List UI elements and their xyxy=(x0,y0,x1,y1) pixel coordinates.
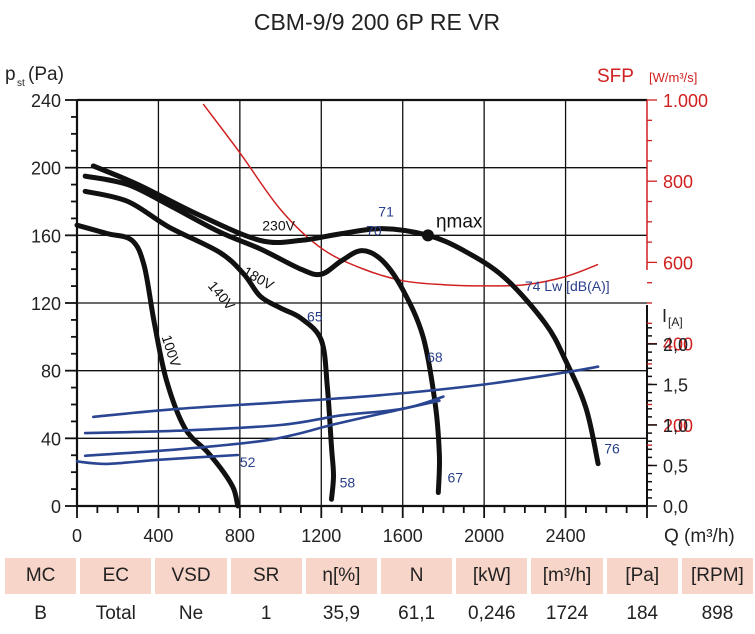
pressure-curves xyxy=(74,163,601,509)
y-tick-label: 80 xyxy=(41,362,61,382)
table-value-cell: 184 xyxy=(626,603,659,624)
noise-label: 76 xyxy=(604,441,620,457)
grid xyxy=(77,100,647,506)
sfp-layer xyxy=(202,103,599,287)
table-value-cell: 61,1 xyxy=(398,603,436,624)
table-value-cell: 35,9 xyxy=(322,603,360,624)
current-tick-label: 1,5 xyxy=(663,376,688,396)
current-tick-label: 2,0 xyxy=(663,335,688,355)
table-value-cell: 0,246 xyxy=(468,603,516,624)
y-tick-label: 0 xyxy=(51,497,61,517)
table-header-cell: SR xyxy=(230,558,302,594)
sfp-tick-label: 1.000 xyxy=(663,91,708,111)
current-tick-label: 0,5 xyxy=(663,457,688,477)
current-label: I xyxy=(662,306,667,326)
y-axis-label-unit: (Pa) xyxy=(28,64,64,85)
chart-title: CBM-9/9 200 6P RE VR xyxy=(254,9,500,35)
x-tick-label: 2400 xyxy=(546,526,586,546)
voltage-label: 180V xyxy=(240,263,277,294)
sfp-label: SFP xyxy=(597,66,634,87)
current-curves xyxy=(75,365,600,466)
table-header-cell: [RPM] xyxy=(681,558,754,594)
table-value-cell: 1 xyxy=(260,603,272,624)
current-curve-140V xyxy=(83,399,441,458)
table-value-cell: B xyxy=(34,603,47,624)
noise-label: 70 xyxy=(366,222,382,238)
x-tick-label: 0 xyxy=(72,526,82,546)
table-value-row: B Total Ne 1 35,9 61,1 0,246 1724 184 898 xyxy=(5,594,753,630)
table-header-row: MC EC VSD SR η[%] N [kW] [m³/h] [Pa] [RPM] xyxy=(5,558,754,594)
sfp-axis-label: SFP [W/m³/s] xyxy=(597,66,697,87)
table-value-cell: 898 xyxy=(701,603,734,624)
sfp-curve xyxy=(202,103,599,287)
noise-label: 68 xyxy=(427,349,443,365)
noise-label: 67 xyxy=(448,469,464,485)
current-unit: [A] xyxy=(668,315,683,329)
noise-label: 52 xyxy=(240,454,256,470)
x-axis-label: Q (m³/h) xyxy=(664,526,735,547)
y-tick-label: 120 xyxy=(31,294,61,314)
y-axis-label-sub: st xyxy=(17,78,25,89)
current-curve-230V xyxy=(91,365,600,419)
table-header-cell: [Pa] xyxy=(606,558,678,594)
table-header-cell: [m³/h] xyxy=(531,558,603,594)
y-axis-label-main: p xyxy=(5,64,16,85)
pressure-curve-140V xyxy=(82,188,337,502)
sfp-tick-label: 600 xyxy=(663,253,693,273)
x-tick-label: 1200 xyxy=(301,526,341,546)
y-tick-label: 160 xyxy=(31,226,61,246)
performance-table: MC EC VSD SR η[%] N [kW] [m³/h] [Pa] [RPM] B Total… xyxy=(5,558,754,630)
noise-label: 65 xyxy=(307,309,323,325)
eta-max-label: ηmax xyxy=(436,211,483,232)
pressure-curve-180V xyxy=(82,173,443,495)
y-tick-label: 40 xyxy=(41,429,61,449)
noise-label: 74 Lw [dB(A)] xyxy=(525,278,610,294)
x-tick-label: 1600 xyxy=(383,526,423,546)
table-header-cell: EC xyxy=(80,558,152,594)
table-value-cell: Total xyxy=(95,603,136,624)
curve-labels: 52 58 65 67 68 70 71 76 74 Lw [dB(A)] 230V 180V140… xyxy=(159,204,620,491)
table-header-cell: [kW] xyxy=(456,558,528,594)
current-axis-label: I [A] xyxy=(662,306,683,329)
voltage-label: 140V xyxy=(205,278,239,314)
fan-performance-chart: CBM-9/9 200 6P RE VR p st (Pa) SFP [W/m³… xyxy=(5,9,735,547)
voltage-label: 230V xyxy=(262,217,295,233)
x-tick-label: 800 xyxy=(225,526,255,546)
table-header-cell: VSD xyxy=(155,558,227,594)
current-tick-label: 1,0 xyxy=(663,416,688,436)
sfp-tick-label: 400 xyxy=(663,335,693,355)
current-curve-100V xyxy=(75,453,240,466)
table-header-cell: N xyxy=(381,558,453,594)
sfp-unit: [W/m³/s] xyxy=(649,70,697,85)
current-tick-label: 0,0 xyxy=(663,497,688,517)
x-tick-label: 2000 xyxy=(464,526,504,546)
table-value-cell: 1724 xyxy=(545,603,589,624)
y-axis-label: p st (Pa) xyxy=(5,64,64,89)
pressure-curve-230V xyxy=(90,163,601,467)
noise-label: 58 xyxy=(340,474,356,490)
table-header-cell: η[%] xyxy=(305,558,378,594)
table-header-cell: MC xyxy=(5,558,77,594)
sfp-tick-label: 200 xyxy=(663,416,693,436)
x-tick-label: 400 xyxy=(143,526,173,546)
pressure-curve-100V xyxy=(74,222,241,509)
sfp-tick-label: 800 xyxy=(663,172,693,192)
eta-max-point xyxy=(421,229,434,242)
y-tick-label: 200 xyxy=(31,159,61,179)
noise-label: 71 xyxy=(378,204,394,220)
y-tick-label: 240 xyxy=(31,91,61,111)
table-value-cell: Ne xyxy=(178,603,204,624)
